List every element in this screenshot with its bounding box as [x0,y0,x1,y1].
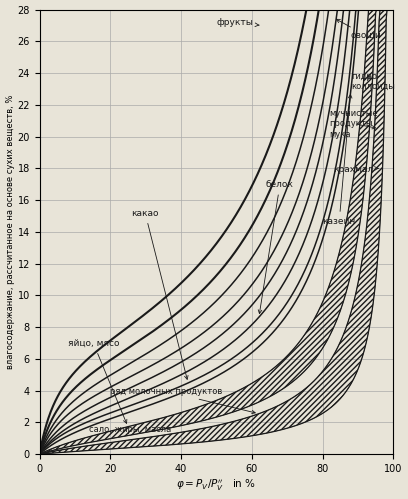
Text: какао: какао [131,209,188,379]
Text: мучнистые
продукты
мука: мучнистые продукты мука [330,109,378,139]
Text: фрукты: фрукты [216,18,259,27]
Text: овощи: овощи [336,19,381,40]
Text: белок: белок [258,181,294,313]
Text: ряд молочных продуктов: ряд молочных продуктов [110,387,255,414]
Text: казеин: казеин [322,94,356,226]
Text: крахмал: крахмал [333,165,379,174]
X-axis label: $\varphi = P_V/P_V^{\prime\prime}$   in %: $\varphi = P_V/P_V^{\prime\prime}$ in % [176,478,256,494]
Text: сало, жиры, масла: сало, жиры, масла [89,425,171,434]
Y-axis label: влагосодержание, рассчитанное на основе сухих веществ, %: влагосодержание, рассчитанное на основе … [6,95,15,369]
Text: гидро-
коллоиды: гидро- коллоиды [351,71,395,91]
Text: яйцо, мясо: яйцо, мясо [68,339,127,423]
